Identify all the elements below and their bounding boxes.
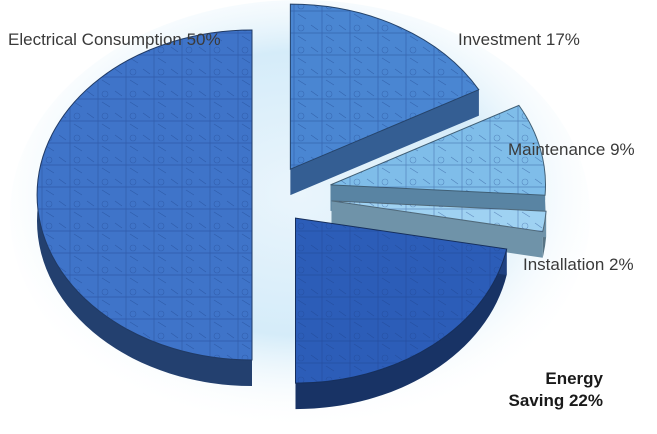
label-investment: Investment 17%	[458, 30, 580, 49]
label-energy-saving-line1: Energy	[545, 369, 603, 388]
pie-slice-texture	[330, 105, 546, 196]
label-electrical-consumption: Electrical Consumption 50%	[8, 30, 221, 49]
label-maintenance: Maintenance 9%	[508, 140, 635, 159]
pie-slice-texture	[290, 4, 479, 170]
label-energy-saving: Energy Saving 22%	[500, 368, 604, 412]
pie-slice-texture	[331, 200, 547, 232]
label-installation: Installation 2%	[523, 255, 634, 274]
pie-slice-texture	[37, 30, 253, 360]
label-energy-saving-line2: Saving 22%	[508, 391, 604, 410]
pie-slice-energy-saving	[294, 217, 508, 410]
pie-slice-investment	[289, 3, 480, 196]
pie-slice-side	[295, 249, 507, 410]
pie-slice-wall	[331, 200, 543, 258]
pie-slice-electrical-consumption	[36, 29, 253, 386]
pie-slice-texture	[295, 218, 507, 384]
pie-slice-wall	[290, 89, 479, 196]
pie-slice-installation	[331, 200, 547, 258]
